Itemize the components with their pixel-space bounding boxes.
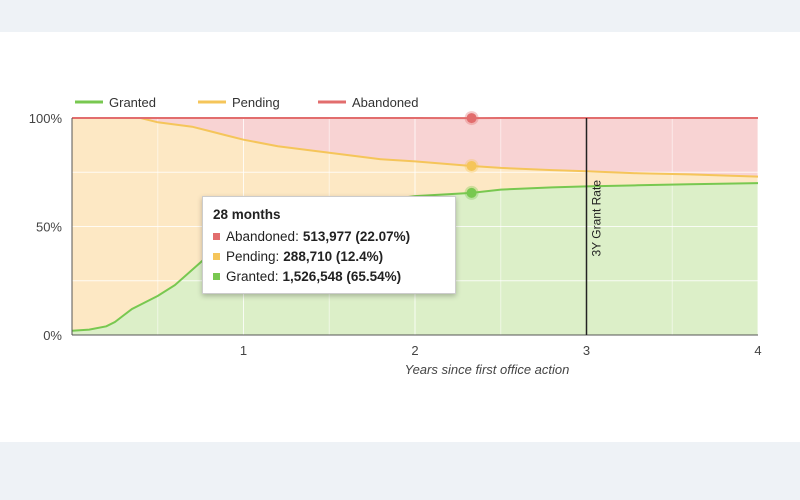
tooltip-value: 1,526,548 (65.54%) bbox=[282, 268, 402, 284]
x-axis-title: Years since first office action bbox=[405, 362, 570, 377]
tooltip-value: 288,710 (12.4%) bbox=[283, 248, 384, 264]
x-tick-label: 3 bbox=[583, 343, 590, 358]
tooltip-row-granted: Granted: 1,526,548 (65.54%) bbox=[213, 266, 445, 286]
x-tick-label: 1 bbox=[240, 343, 247, 358]
legend-label-abandoned: Abandoned bbox=[352, 95, 419, 110]
tooltip-label: Abandoned: bbox=[226, 228, 299, 244]
y-tick-label: 0% bbox=[43, 328, 62, 343]
pending-swatch-icon bbox=[213, 252, 220, 260]
top-band bbox=[0, 0, 800, 32]
hover-point-granted bbox=[466, 187, 477, 198]
hover-point-pending bbox=[466, 160, 477, 171]
granted-swatch-icon bbox=[213, 272, 220, 280]
y-tick-label: 50% bbox=[36, 220, 62, 235]
tooltip-row-abandoned: Abandoned: 513,977 (22.07%) bbox=[213, 226, 445, 246]
legend-label-granted: Granted bbox=[109, 95, 156, 110]
hover-point-abandoned bbox=[466, 113, 477, 124]
annotation-label: 3Y Grant Rate bbox=[590, 180, 604, 257]
tooltip-row-pending: Pending: 288,710 (12.4%) bbox=[213, 246, 445, 266]
x-tick-label: 4 bbox=[754, 343, 761, 358]
chart-tooltip: 28 months Abandoned: 513,977 (22.07%) Pe… bbox=[202, 196, 456, 294]
tooltip-label: Pending: bbox=[226, 248, 280, 264]
abandoned-swatch-icon bbox=[213, 232, 220, 240]
tooltip-label: Granted: bbox=[226, 268, 279, 284]
y-tick-label: 100% bbox=[29, 111, 63, 126]
x-tick-label: 2 bbox=[411, 343, 418, 358]
tooltip-title: 28 months bbox=[213, 207, 281, 222]
tooltip-value: 513,977 (22.07%) bbox=[302, 228, 411, 244]
bottom-band bbox=[0, 442, 800, 500]
legend-label-pending: Pending bbox=[232, 95, 280, 110]
